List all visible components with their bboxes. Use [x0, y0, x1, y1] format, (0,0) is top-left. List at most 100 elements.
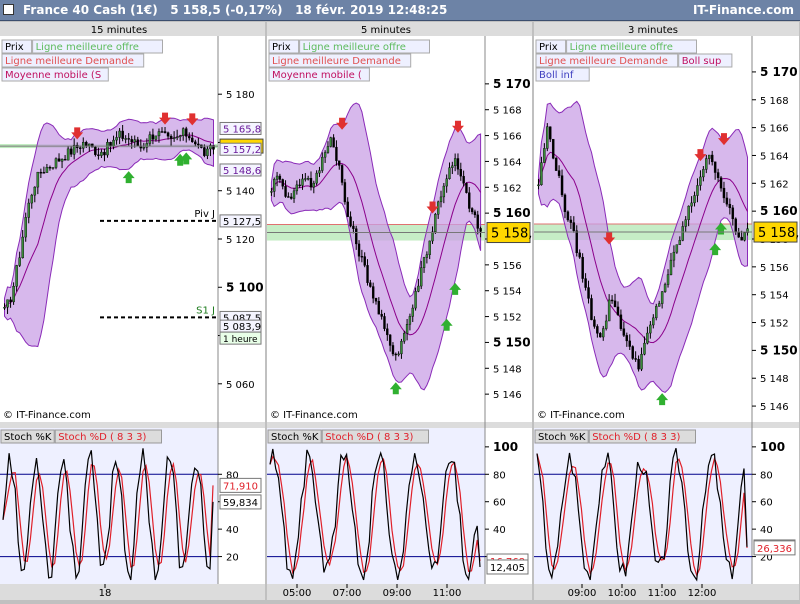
stoch-tick-label: 80 — [493, 470, 506, 481]
legend-label: Ligne meilleure offre — [570, 42, 673, 53]
buy-arrow-icon — [715, 222, 728, 235]
candle-body — [537, 184, 540, 187]
candle-body — [127, 138, 130, 140]
sell-arrow-icon — [159, 112, 172, 125]
candle-body — [557, 170, 561, 176]
candle-body — [270, 191, 273, 193]
stoch-tick-label: 100 — [493, 440, 518, 454]
candle-body — [657, 303, 661, 307]
candle-body — [360, 256, 364, 258]
candle-body — [133, 139, 137, 143]
candle-body — [408, 316, 412, 325]
price-tag-label: 5 165,8 — [223, 124, 261, 135]
price-tick-label: 5 164 — [760, 151, 789, 162]
stoch-legend-chip — [267, 429, 322, 444]
timeframe-title: 5 minutes — [361, 25, 411, 36]
candle-body — [142, 146, 146, 149]
candle-body — [151, 134, 155, 140]
candle-body — [326, 146, 330, 153]
candle-body — [596, 326, 599, 334]
header-datetime: 18 févr. 2019 12:48:25 — [295, 3, 448, 17]
candle-body — [45, 166, 49, 173]
candle-body — [451, 165, 454, 168]
candle-body — [737, 231, 740, 238]
candle-body — [716, 172, 720, 178]
candle-body — [103, 151, 106, 156]
legend-label: Prix — [539, 42, 558, 53]
candle-body — [106, 142, 109, 156]
candle-body — [130, 139, 133, 143]
stoch-tick-label: 60 — [760, 498, 773, 509]
candle-body — [321, 156, 324, 171]
legend-chip — [1, 53, 145, 68]
candle-body — [728, 203, 732, 209]
stoch-legend-chip — [588, 429, 697, 444]
candle-body — [462, 175, 465, 184]
candle-body — [355, 228, 358, 245]
watermark: © IT-Finance.com — [270, 410, 358, 421]
candle-body — [197, 143, 200, 146]
candle-body — [554, 158, 558, 171]
candle-body — [191, 137, 194, 143]
legend-chip — [1, 39, 33, 54]
stoch-plot-bg — [267, 428, 485, 584]
candle-body — [278, 175, 282, 180]
candle-body — [702, 169, 705, 178]
candle-body — [628, 340, 631, 347]
price-tick-label: 5 162 — [493, 183, 522, 194]
moving-average-line — [537, 151, 748, 344]
chart-svg[interactable]: 5 minutes 5 146 5 148 5 150 5 152 5 154 5 156 5… — [267, 22, 541, 600]
chart-pane-5min[interactable]: 5 minutes 5 146 5 148 5 150 5 152 5 154 5 156 5… — [267, 22, 541, 600]
candle-body — [613, 300, 617, 308]
candle-body — [12, 286, 15, 303]
legend-chip — [566, 39, 697, 54]
candle-body — [693, 195, 696, 204]
chart-svg[interactable]: 3 minutes 5 146 5 148 5 150 5 152 5 154 5 156 5… — [534, 22, 800, 600]
candle-body — [405, 324, 409, 334]
candle-body — [377, 301, 381, 315]
stoch-legend-label: Stoch %D ( 8 3 3) — [58, 432, 146, 443]
candle-body — [275, 175, 279, 180]
candle-body — [575, 230, 578, 254]
candle-body — [352, 225, 355, 229]
price-tick-label: 5 162 — [760, 179, 789, 190]
candle-body — [584, 278, 587, 288]
stoch-d-line — [2, 461, 214, 568]
candle-body — [643, 342, 646, 355]
candle-body — [178, 135, 182, 138]
candle-body — [479, 228, 482, 232]
price-tick-label: 5 156 — [760, 263, 789, 274]
candle-body — [118, 130, 121, 138]
candle-body — [417, 285, 420, 292]
candle-body — [470, 208, 474, 212]
candle-body — [625, 335, 629, 342]
legend-label: Boll sup — [682, 56, 722, 67]
time-axis-bg — [534, 586, 799, 600]
candle-body — [719, 177, 723, 189]
window-checkbox-icon[interactable] — [3, 4, 14, 15]
stoch-plot-bg — [534, 428, 752, 584]
candle-body — [295, 184, 299, 192]
price-tick-label: 5 146 — [493, 390, 522, 401]
stoch-legend-label: Stoch %K — [4, 432, 52, 443]
legend-label: Moyenne mobile (S — [5, 70, 101, 81]
stoch-k-line — [2, 448, 214, 581]
stoch-value-label: 71,910 — [223, 481, 258, 492]
candle-body — [543, 148, 546, 163]
stoch-tick-label: 40 — [760, 525, 773, 536]
candle-body — [411, 307, 414, 317]
price-tick-label: 5 154 — [493, 287, 522, 298]
candle-body — [81, 142, 85, 149]
buy-arrow-icon — [709, 243, 722, 256]
candle-body — [425, 254, 429, 258]
price-tag-label: 5 127,5 — [223, 217, 261, 228]
price-tick-label: 5 154 — [760, 291, 789, 302]
candle-body — [473, 211, 477, 216]
chart-pane-3min[interactable]: 3 minutes 5 146 5 148 5 150 5 152 5 154 5 156 5… — [534, 22, 800, 600]
buy-arrow-icon — [122, 171, 135, 184]
legend-chip — [32, 39, 163, 54]
instrument-price: 5 158,5 (-0,17%) — [170, 3, 283, 17]
candle-body — [212, 145, 215, 150]
